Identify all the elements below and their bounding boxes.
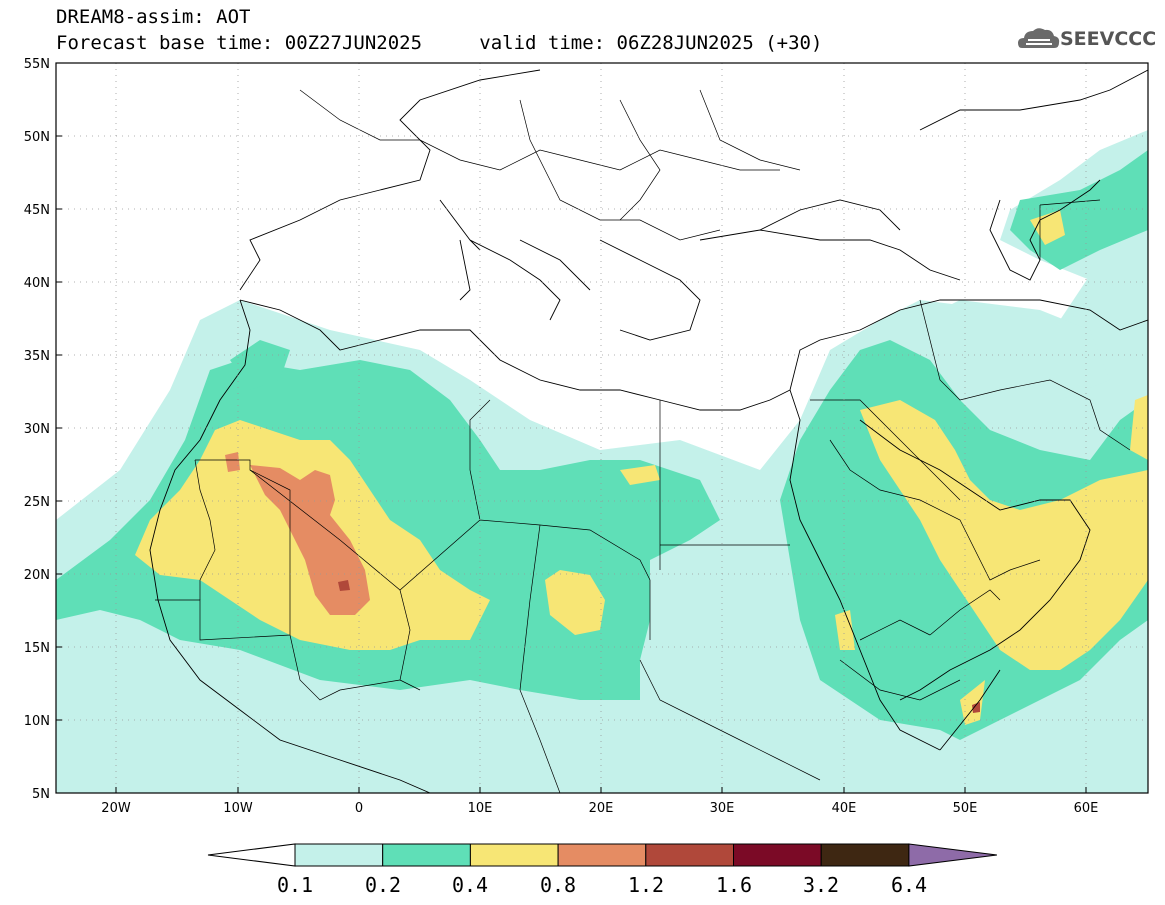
lat-tick-label: 45N bbox=[24, 203, 50, 218]
logo-text: SEEVCCC bbox=[1060, 28, 1157, 50]
lat-tick-label: 30N bbox=[24, 422, 50, 437]
aot-level-1.2 bbox=[338, 580, 980, 713]
lat-tick-label: 5N bbox=[32, 787, 50, 802]
lat-tick-label: 40N bbox=[24, 276, 50, 291]
colorbar-label: 6.4 bbox=[891, 873, 927, 897]
aot-fields bbox=[56, 63, 1148, 793]
lon-tick-label: 60E bbox=[1074, 801, 1099, 816]
colorbar-label: 1.2 bbox=[628, 873, 664, 897]
lon-tick-label: 0 bbox=[355, 801, 363, 816]
colorbar-label: 3.2 bbox=[803, 873, 839, 897]
lon-axis: 20W 10W 0 10E 20E 30E 40E 50E 60E bbox=[101, 787, 1098, 816]
colorbar-label: 0.8 bbox=[540, 873, 576, 897]
colorbar-label: 1.6 bbox=[716, 873, 752, 897]
colorbar-swatch bbox=[557, 843, 647, 867]
cloud-icon bbox=[1018, 28, 1060, 48]
country-borders bbox=[155, 89, 1131, 793]
lat-tick-label: 35N bbox=[24, 349, 50, 364]
colorbar-label: 0.4 bbox=[452, 873, 488, 897]
time-info: Forecast base time: 00Z27JUN2025 valid t… bbox=[56, 32, 822, 54]
lat-tick-label: 55N bbox=[24, 57, 50, 72]
aot-level-0.8 bbox=[225, 452, 370, 615]
lon-tick-label: 50E bbox=[953, 801, 978, 816]
colorbar-label: 0.1 bbox=[277, 873, 313, 897]
colorbar-labels: 0.1 0.2 0.4 0.8 1.2 1.6 3.2 6.4 bbox=[277, 873, 927, 897]
colorbar-arrow-high bbox=[908, 843, 997, 867]
map-title: DREAM8-assim: AOT bbox=[56, 6, 251, 28]
valid-time: valid time: 06Z28JUN2025 (+30) bbox=[479, 32, 823, 54]
lat-tick-label: 50N bbox=[24, 130, 50, 145]
base-time: Forecast base time: 00Z27JUN2025 bbox=[56, 32, 423, 54]
colorbar-arrow-low bbox=[207, 843, 296, 867]
colorbar-swatch bbox=[469, 843, 559, 867]
lat-tick-label: 25N bbox=[24, 495, 50, 510]
lon-tick-label: 40E bbox=[832, 801, 857, 816]
colorbar-label: 0.2 bbox=[365, 873, 401, 897]
colorbar-swatch bbox=[733, 843, 822, 867]
lon-tick-label: 10E bbox=[468, 801, 493, 816]
lon-tick-label: 20E bbox=[589, 801, 614, 816]
lat-tick-label: 20N bbox=[24, 568, 50, 583]
lon-tick-label: 10W bbox=[223, 801, 253, 816]
lon-tick-label: 30E bbox=[710, 801, 735, 816]
coastlines bbox=[149, 69, 1148, 793]
colorbar-swatch bbox=[645, 843, 734, 867]
lat-axis: 55N 50N 45N 40N 35N 30N 25N 20N 15N 10N … bbox=[24, 57, 62, 802]
lat-tick-label: 10N bbox=[24, 714, 50, 729]
lat-tick-label: 15N bbox=[24, 641, 50, 656]
lon-tick-label: 20W bbox=[101, 801, 131, 816]
colorbar-swatch bbox=[294, 843, 384, 867]
colorbar-swatch bbox=[382, 843, 471, 867]
colorbar-swatch bbox=[820, 843, 910, 867]
graticule bbox=[56, 63, 1148, 793]
colorbar bbox=[207, 843, 997, 867]
